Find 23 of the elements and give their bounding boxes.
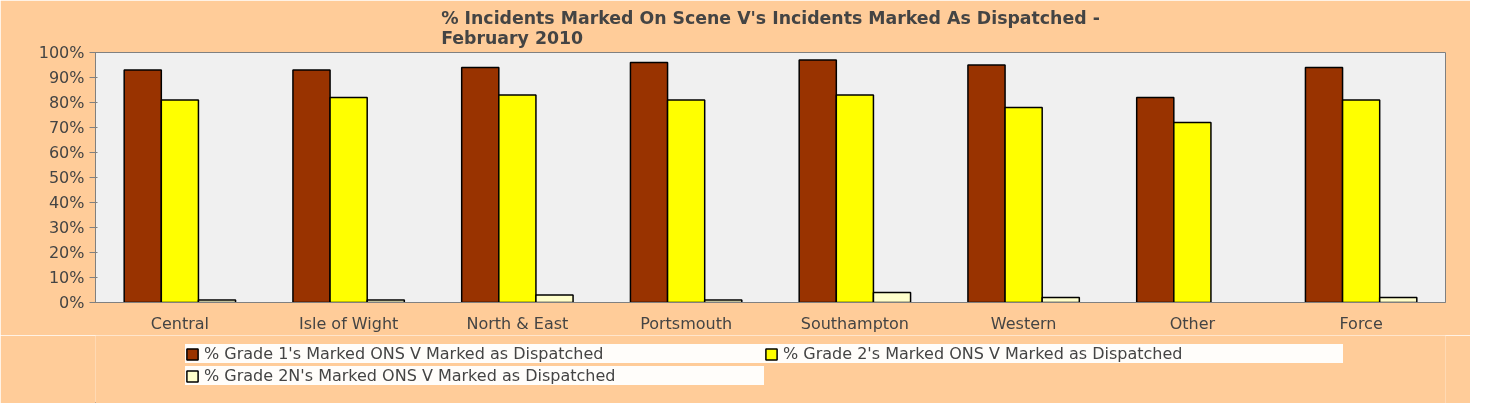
x-tick-label: Central bbox=[150, 313, 210, 333]
x-tick-label: Southampton bbox=[800, 313, 909, 333]
y-tick-label: 80% bbox=[48, 93, 85, 112]
x-tick-label: Force bbox=[1339, 313, 1383, 333]
y-tick-label: 50% bbox=[48, 168, 85, 187]
y-tick-label: 10% bbox=[48, 268, 85, 287]
x-tick-label: Western bbox=[990, 313, 1057, 333]
y-tick-label: 20% bbox=[48, 243, 85, 262]
x-tick-label: Portsmouth bbox=[640, 313, 733, 333]
chart-title: % Incidents Marked On Scene V's Incidents Marked As Dispatched - February 2010 bbox=[441, 7, 1100, 48]
y-tick-label: 60% bbox=[48, 143, 85, 162]
legend-label: % Grade 2N's Marked ONS V Marked as Dispatched bbox=[204, 366, 617, 385]
y-tick-label: 40% bbox=[48, 193, 85, 212]
y-tick-label: 30% bbox=[48, 218, 85, 237]
y-tick-label: 0% bbox=[59, 293, 85, 312]
x-tick-label: North & East bbox=[466, 313, 569, 333]
x-tick-label: Other bbox=[1169, 313, 1216, 333]
y-tick-label: 70% bbox=[48, 118, 85, 137]
x-tick-label: Isle of Wight bbox=[298, 313, 399, 333]
y-tick-label: 90% bbox=[48, 68, 85, 87]
legend-label: % Grade 1's Marked ONS V Marked as Dispatched bbox=[204, 344, 605, 363]
legend-label: % Grade 2's Marked ONS V Marked as Dispatched bbox=[783, 344, 1184, 363]
y-tick-label: 100% bbox=[38, 43, 85, 62]
